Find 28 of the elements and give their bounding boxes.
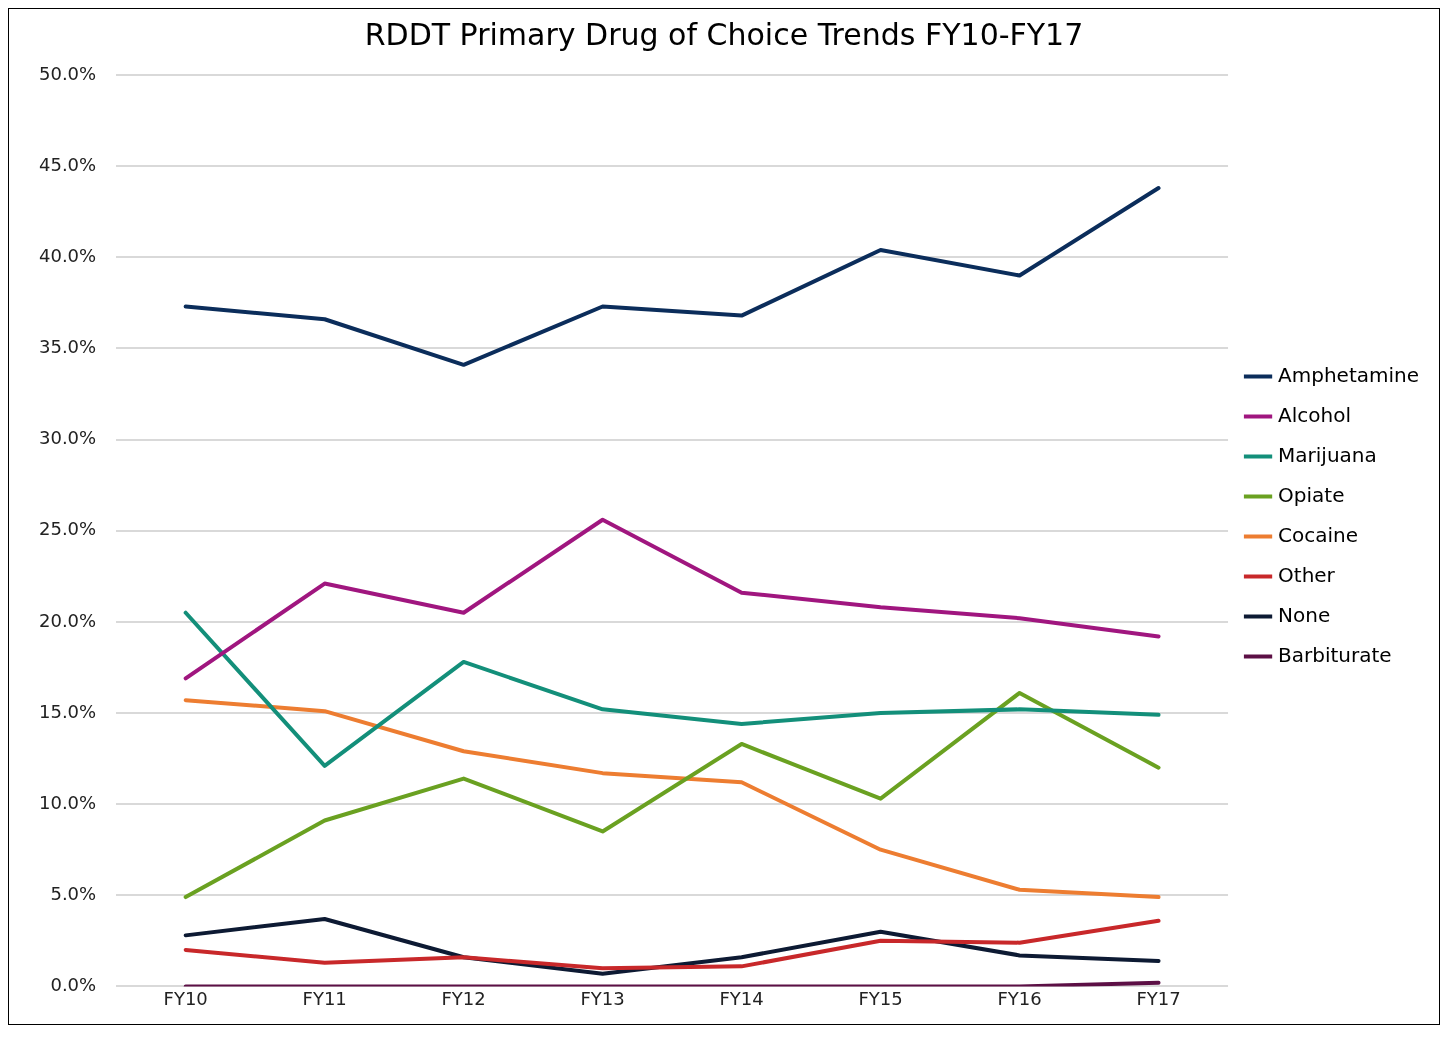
legend-label: Amphetamine — [1278, 362, 1420, 387]
y-tick-label: 5.0% — [50, 882, 97, 904]
x-tick-label: FY16 — [997, 987, 1042, 1009]
x-tick-label: FY10 — [163, 987, 208, 1009]
y-tick-label: 15.0% — [38, 700, 97, 722]
x-tick-label: FY13 — [580, 987, 625, 1009]
x-tick-label: FY17 — [1136, 987, 1181, 1009]
y-tick-label: 50.0% — [38, 62, 97, 84]
x-tick-label: FY14 — [719, 987, 764, 1009]
legend-label: Opiate — [1278, 482, 1345, 507]
y-tick-label: 40.0% — [38, 244, 97, 266]
legend-label: None — [1278, 602, 1331, 627]
x-tick-label: FY15 — [858, 987, 903, 1009]
legend-label: Alcohol — [1278, 402, 1351, 427]
legend-label: Cocaine — [1278, 522, 1359, 547]
legend-label: Other — [1278, 562, 1336, 587]
chart-title: RDDT Primary Drug of Choice Trends FY10-FY17 — [364, 16, 1084, 52]
y-tick-label: 30.0% — [38, 427, 97, 449]
y-tick-label: 35.0% — [38, 336, 97, 358]
y-tick-label: 25.0% — [38, 518, 97, 540]
y-tick-label: 45.0% — [38, 153, 97, 175]
y-tick-label: 20.0% — [38, 609, 97, 631]
y-tick-label: 0.0% — [50, 974, 97, 996]
y-tick-label: 10.0% — [38, 791, 97, 813]
legend-label: Barbiturate — [1278, 642, 1392, 667]
x-tick-label: FY11 — [302, 987, 347, 1009]
x-tick-label: FY12 — [441, 987, 486, 1009]
legend-label: Marijuana — [1278, 442, 1377, 467]
